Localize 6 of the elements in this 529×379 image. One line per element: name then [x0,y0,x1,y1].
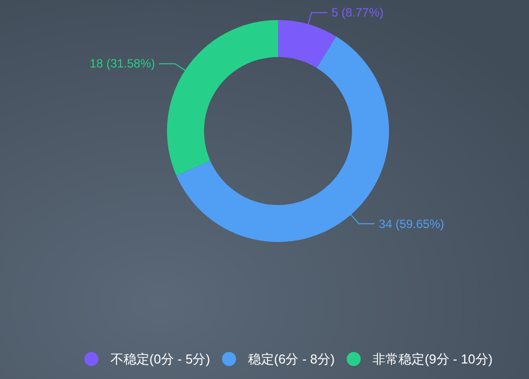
data-label: 18 (31.58%) [90,56,156,71]
legend-label: 稳定(6分 - 8分) [248,352,335,366]
legend-label: 非常稳定(9分 - 10分) [372,352,493,366]
data-label: 5 (8.77%) [331,6,384,20]
data-label: 34 (59.65%) [378,216,444,231]
legend-label: 不稳定(0分 - 5分) [110,352,210,366]
